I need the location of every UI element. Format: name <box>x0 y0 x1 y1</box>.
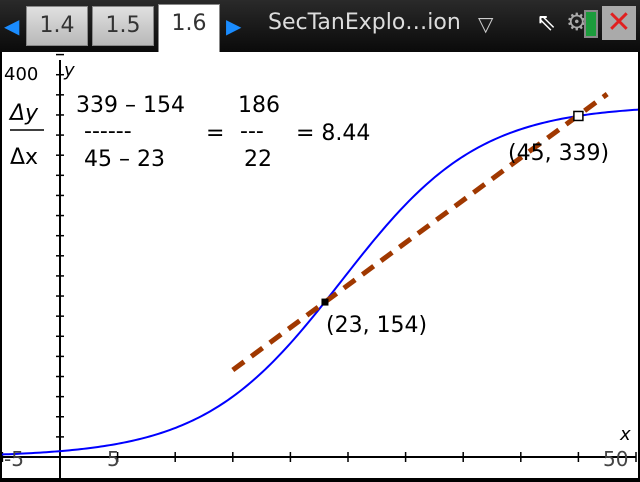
tab-1-6[interactable]: 1.6 <box>158 4 220 54</box>
close-icon[interactable]: ✕ <box>602 6 636 40</box>
y-axis-label: y <box>63 60 75 81</box>
point1-label: (23, 154) <box>326 313 427 338</box>
x-min-label: -5 <box>4 447 24 471</box>
graph-area[interactable]: 400 y x -5 5 50 Δy Δx 339 – 154 ------ 4… <box>0 52 640 478</box>
delta-y: Δy <box>8 101 39 126</box>
x-max-label: 50 <box>603 447 628 471</box>
point2-label: (45, 339) <box>508 141 609 166</box>
slope-formula: Δy Δx 339 – 154 ------ 45 – 23 = 186 ---… <box>8 93 370 172</box>
top-bar: ◀ 1.4 1.5 1.6 ▶ SecTanExplo…ion ▽ ⇖ ⚙ ✕ <box>0 0 640 54</box>
y-max-label: 400 <box>4 64 38 85</box>
graph-svg[interactable]: 400 y x -5 5 50 Δy Δx 339 – 154 ------ 4… <box>0 52 640 478</box>
denominator2: 22 <box>244 147 272 172</box>
numerator2: 186 <box>238 93 280 118</box>
denominator: 45 – 23 <box>84 147 165 172</box>
secant-line[interactable] <box>231 92 609 373</box>
left-arrow-icon[interactable]: ◀ <box>4 14 20 38</box>
document-title[interactable]: SecTanExplo…ion <box>268 10 461 35</box>
numerator: 339 – 154 <box>76 93 185 118</box>
fraction-bar: ------ <box>84 119 132 144</box>
fraction-bar2: --- <box>240 119 264 144</box>
tab-1-4[interactable]: 1.4 <box>26 6 88 46</box>
gear-icon[interactable]: ⚙ <box>566 8 588 36</box>
cursor-icon: ⇖ <box>536 8 557 36</box>
equals: = <box>206 121 224 146</box>
tab-1-5[interactable]: 1.5 <box>92 6 154 46</box>
x-5-label: 5 <box>107 447 120 471</box>
delta-x: Δx <box>10 145 38 170</box>
right-arrow-icon[interactable]: ▶ <box>226 14 242 38</box>
dropdown-icon[interactable]: ▽ <box>478 12 494 36</box>
battery-icon <box>584 10 598 38</box>
x-axis-label: x <box>619 424 631 445</box>
function-curve <box>0 108 640 456</box>
point-23-154[interactable] <box>321 298 329 306</box>
slope-result: = 8.44 <box>296 121 370 146</box>
point-45-339[interactable] <box>573 110 584 122</box>
